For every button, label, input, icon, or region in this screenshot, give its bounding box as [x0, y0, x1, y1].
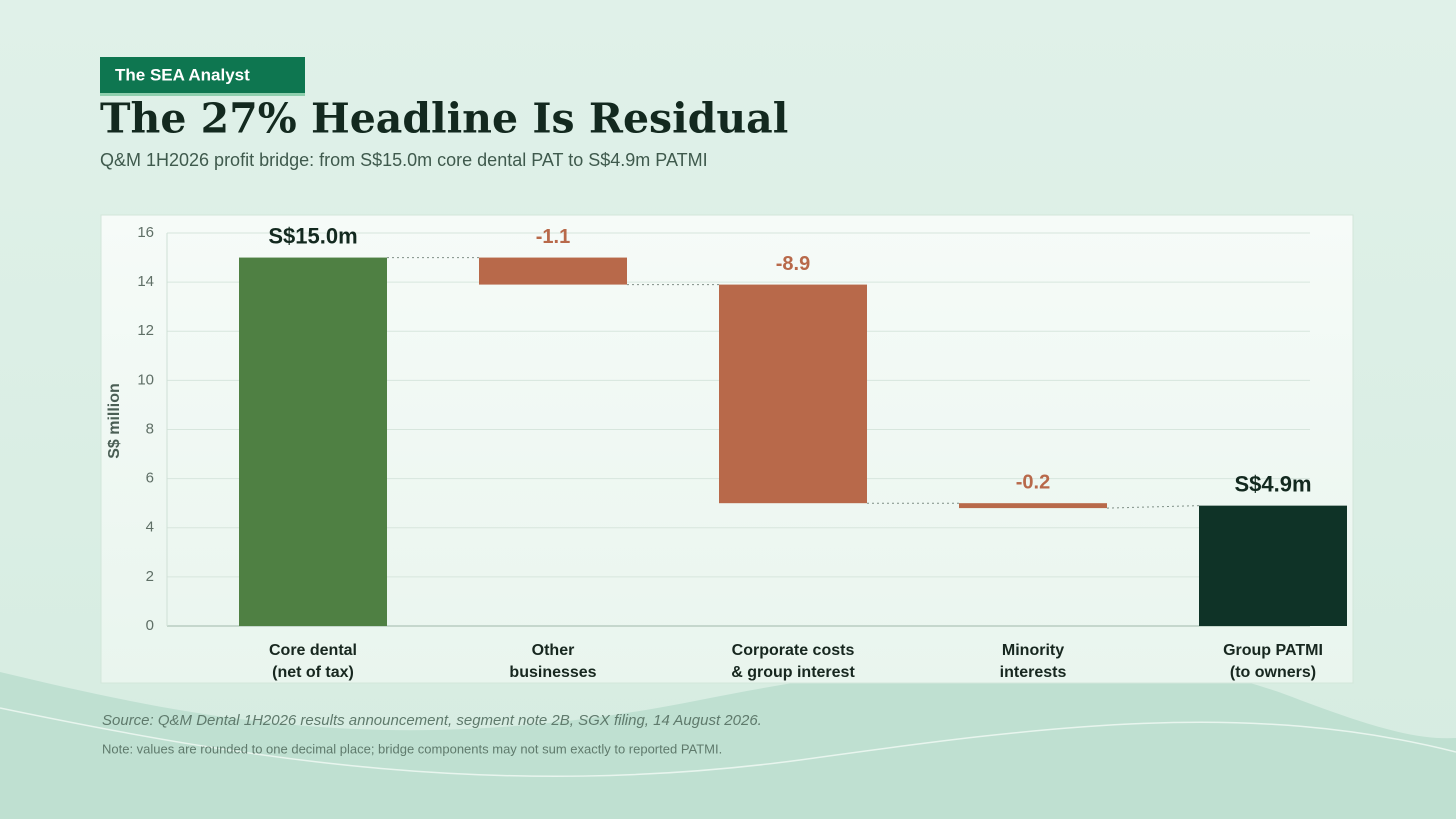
brand-box [100, 57, 305, 93]
y-tick-label: 0 [146, 617, 154, 634]
bar [719, 284, 867, 504]
y-tick-label: 10 [137, 371, 154, 388]
x-tick-label: Core dental (net of tax) [268, 642, 357, 681]
x-tick-label: Group PATMI (to owners) [1223, 642, 1323, 681]
value-label: -1.1 [536, 226, 570, 248]
chart-subtitle: Q&M 1H2026 profit bridge: from S$15.0m c… [100, 150, 708, 170]
y-tick-label: 8 [146, 420, 154, 437]
wave [0, 658, 1456, 819]
bar [1199, 505, 1347, 626]
value-label: -8.9 [776, 253, 810, 275]
y-tick-label: 12 [137, 322, 154, 339]
brand: The SEA Analyst [115, 65, 250, 84]
note: Note: values are rounded to one decimal … [102, 741, 722, 756]
y-tick-label: 2 [146, 568, 154, 585]
bar [239, 257, 387, 626]
y-tick-label: 14 [137, 273, 154, 290]
value-label: S$4.9m [1234, 471, 1311, 496]
y-tick-label: 4 [146, 519, 154, 536]
y-tick-label: 6 [146, 470, 154, 487]
connector [1106, 505, 1200, 509]
y-tick-label: 16 [137, 224, 154, 241]
x-tick-label: Corporate costs & group interest [731, 642, 855, 681]
value-label: -0.2 [1016, 471, 1050, 493]
bar [479, 257, 627, 285]
bar [959, 503, 1107, 509]
y-axis-label: S$ million [106, 383, 123, 459]
x-tick-label: Other businesses [509, 642, 597, 681]
wave-line [0, 707, 1456, 778]
x-tick-label: Minority interests [999, 642, 1067, 681]
value-label: S$15.0m [268, 223, 357, 248]
chart-title: The 27% Headline Is Residual [100, 95, 788, 143]
source: Source: Q&M Dental 1H2026 results announ… [102, 712, 762, 729]
brand-underline [100, 93, 305, 96]
